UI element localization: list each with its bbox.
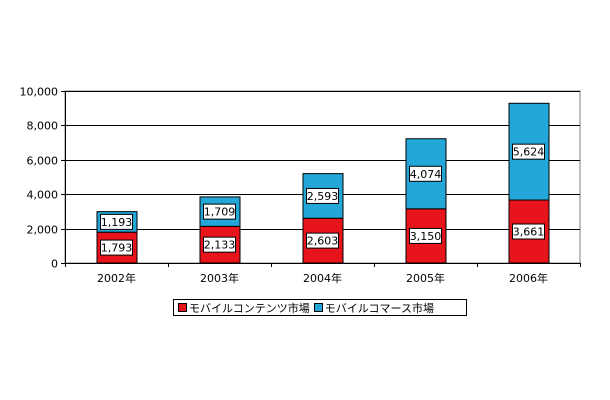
data-label-box — [306, 187, 339, 204]
y-tick-label: 10,000 — [20, 86, 59, 99]
data-label-box — [409, 227, 442, 244]
data-label-box — [512, 143, 545, 160]
y-tick-label: 6,000 — [27, 155, 59, 168]
data-label-mobile-commerce: 1,193 — [101, 216, 133, 229]
data-label-box — [100, 239, 133, 256]
y-tick-label: 8,000 — [27, 120, 59, 133]
y-tick-label: 0 — [51, 258, 58, 271]
legend-label-mobile-commerce: モバイルコマース市場 — [324, 301, 435, 315]
x-tick-label: 2003年 — [200, 271, 239, 285]
data-label-box — [409, 165, 442, 182]
x-tick-label: 2004年 — [303, 271, 342, 285]
legend-label-mobile-contents: モバイルコンテンツ市場 — [189, 301, 310, 315]
data-label-mobile-commerce: 5,624 — [513, 146, 545, 159]
data-label-mobile-contents: 3,661 — [513, 226, 545, 239]
data-label-mobile-contents: 2,133 — [204, 239, 236, 252]
x-tick-label: 2006年 — [509, 271, 548, 285]
data-label-box — [203, 236, 236, 253]
data-label-mobile-commerce: 4,074 — [410, 168, 442, 181]
data-label-mobile-contents: 1,793 — [101, 242, 133, 255]
legend-item-mobile-commerce: モバイルコマース市場 — [313, 300, 435, 316]
data-label-mobile-commerce: 1,709 — [204, 206, 236, 219]
data-label-mobile-contents: 3,150 — [410, 230, 442, 243]
y-tick-label: 4,000 — [27, 189, 59, 202]
data-label-box — [100, 213, 133, 230]
legend-swatch-mobile-commerce — [313, 303, 323, 312]
y-tick-label: 2,000 — [27, 224, 59, 237]
axes-layer: 0 2,000 4,000 6,000 8,000 10,000 2002年 2003年 200… — [20, 86, 581, 285]
x-tick-label: 2005年 — [406, 271, 445, 285]
data-label-box — [306, 232, 339, 249]
x-tick-label: 2002年 — [97, 271, 136, 285]
data-label-mobile-commerce: 2,593 — [307, 190, 339, 203]
legend: モバイルコンテンツ市場 モバイルコマース市場 — [173, 299, 467, 316]
legend-swatch-mobile-contents — [178, 303, 187, 312]
legend-item-mobile-contents: モバイルコンテンツ市場 — [178, 300, 310, 316]
data-labels-layer: 1,793 1,193 2,133 1,709 2,603 2,593 3,150 4,074… — [100, 143, 545, 256]
data-label-box — [203, 203, 236, 220]
data-label-mobile-contents: 2,603 — [307, 235, 339, 248]
data-label-box — [512, 223, 545, 240]
